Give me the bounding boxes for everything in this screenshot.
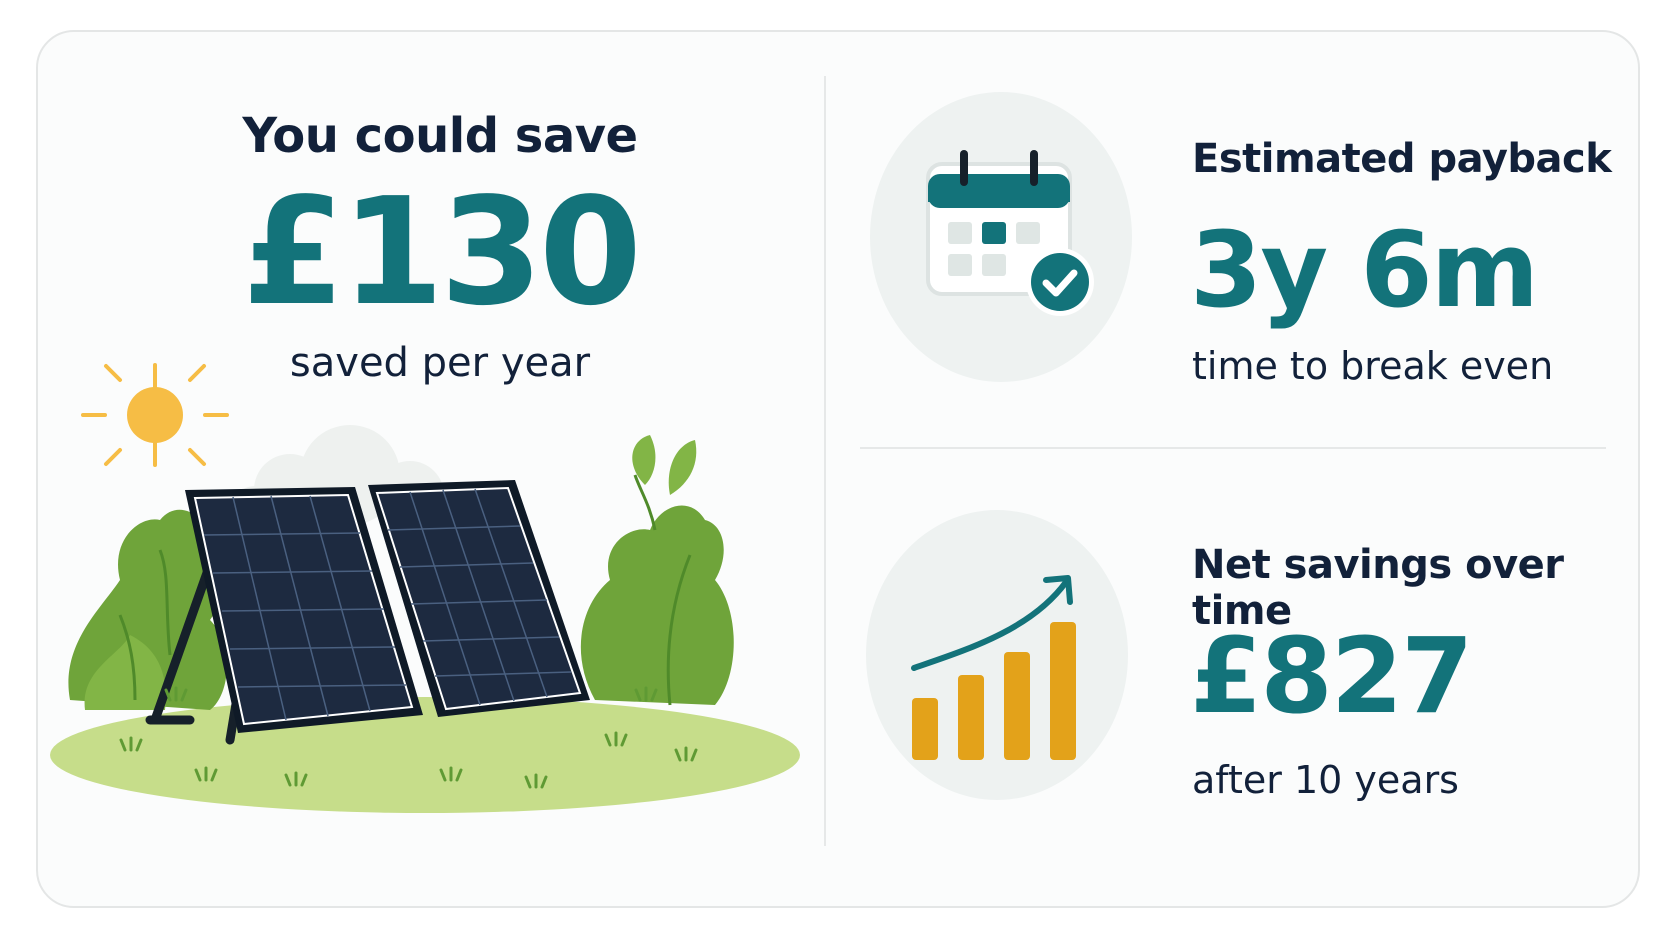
sun-icon xyxy=(81,363,229,467)
net-savings-label: Net savings over time xyxy=(1192,542,1564,634)
payback-label: Estimated payback xyxy=(1192,136,1612,182)
payback-icon-circle xyxy=(870,92,1132,382)
horizontal-divider xyxy=(860,447,1606,449)
right-bush xyxy=(580,435,734,706)
growth-chart-icon xyxy=(911,575,1076,760)
solar-panel-illustration xyxy=(50,363,800,813)
savings-caption: saved per year xyxy=(289,340,591,386)
calendar-check-icon xyxy=(926,150,1094,316)
vertical-divider xyxy=(824,76,826,846)
left-bush xyxy=(68,509,227,710)
solar-panel-left xyxy=(185,487,423,733)
grass-tufts xyxy=(119,686,698,789)
net-savings-icon-circle xyxy=(866,510,1128,800)
net-savings-value: £827 xyxy=(1190,615,1473,737)
solar-panel-right xyxy=(368,480,590,717)
savings-title: You could save xyxy=(242,108,638,164)
payback-value: 3y 6m xyxy=(1190,209,1539,331)
payback-caption: time to break even xyxy=(1192,344,1554,388)
net-savings-caption: after 10 years xyxy=(1192,758,1459,802)
annual-savings-value: £130 xyxy=(242,166,642,338)
